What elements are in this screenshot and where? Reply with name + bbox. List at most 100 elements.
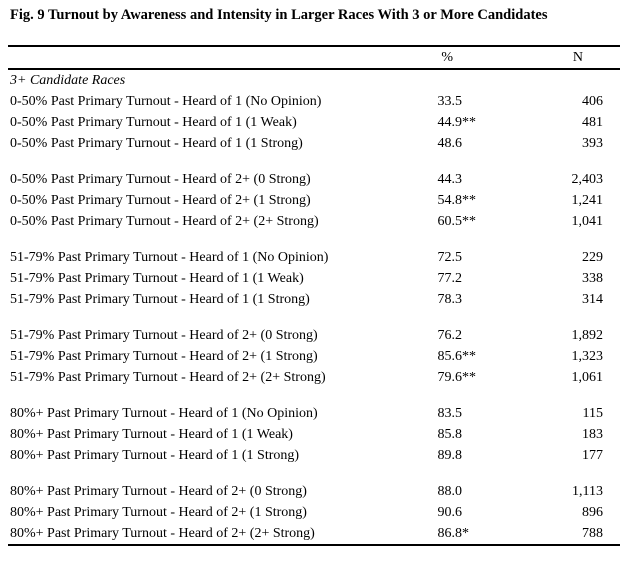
table-row: 80%+ Past Primary Turnout - Heard of 1 (…: [8, 403, 620, 424]
percent-cell: 85.8: [404, 424, 492, 445]
row-label: 51-79% Past Primary Turnout - Heard of 2…: [10, 348, 318, 364]
percent-value: 85.6: [437, 348, 463, 364]
percent-value: 89.8: [437, 447, 463, 463]
spacer-cell: [8, 310, 620, 325]
percent-value: 44.9: [437, 114, 463, 130]
n-value: 896: [582, 504, 603, 520]
percent-value: 77.2: [437, 270, 463, 286]
row-label: 80%+ Past Primary Turnout - Heard of 1 (…: [10, 447, 300, 463]
n-value: 2,403: [571, 171, 604, 187]
percent-value: 44.3: [437, 171, 463, 187]
n-value: 338: [582, 270, 603, 286]
table-row: 51-79% Past Primary Turnout - Heard of 1…: [8, 289, 620, 310]
percent-value: 33.5: [437, 93, 463, 109]
n-value: 788: [582, 525, 603, 541]
table-row: 51-79% Past Primary Turnout - Heard of 1…: [8, 247, 620, 268]
percent-value: 88.0: [437, 483, 463, 499]
figure-title: Fig. 9 Turnout by Awareness and Intensit…: [10, 7, 548, 23]
spacer-row: [8, 232, 620, 247]
percent-value: 83.5: [437, 405, 463, 421]
percent-cell: 48.6: [404, 133, 492, 154]
n-value: 393: [582, 135, 603, 151]
n-value: 229: [582, 249, 603, 265]
row-label: 80%+ Past Primary Turnout - Heard of 2+ …: [10, 525, 315, 541]
n-value: 481: [582, 114, 603, 130]
percent-cell: 60.5**: [437, 213, 477, 229]
n-value: 183: [582, 426, 603, 442]
percent-cell: 79.6**: [437, 369, 477, 385]
percent-cell: 88.0: [404, 481, 492, 502]
row-label: 80%+ Past Primary Turnout - Heard of 2+ …: [10, 504, 307, 520]
row-label: 0-50% Past Primary Turnout - Heard of 1 …: [10, 135, 303, 151]
col-header-n: N: [492, 45, 620, 70]
spacer-cell: [8, 232, 620, 247]
spacer-row: [8, 310, 620, 325]
percent-cell: 44.9**: [437, 114, 477, 130]
n-value: 406: [582, 93, 603, 109]
percent-value: 54.8: [437, 192, 463, 208]
spacer-cell: [8, 388, 620, 403]
percent-cell: 72.5: [404, 247, 492, 268]
spacer-row: [8, 388, 620, 403]
table-row: 80%+ Past Primary Turnout - Heard of 2+ …: [8, 523, 620, 545]
spacer-row: [8, 154, 620, 169]
percent-value: 48.6: [437, 135, 463, 151]
row-label: 0-50% Past Primary Turnout - Heard of 1 …: [10, 93, 322, 109]
document-page: Fig. 9 Turnout by Awareness and Intensit…: [0, 7, 632, 567]
table-row: 51-79% Past Primary Turnout - Heard of 1…: [8, 268, 620, 289]
percent-value: 86.8: [437, 525, 463, 541]
percent-cell: 85.6**: [437, 348, 477, 364]
n-value: 1,323: [571, 348, 604, 364]
table-row: 0-50% Past Primary Turnout - Heard of 1 …: [8, 112, 620, 133]
table-row: 51-79% Past Primary Turnout - Heard of 2…: [8, 346, 620, 367]
percent-cell: 54.8**: [437, 192, 477, 208]
row-label: 51-79% Past Primary Turnout - Heard of 2…: [10, 327, 318, 343]
table-row: 51-79% Past Primary Turnout - Heard of 2…: [8, 325, 620, 346]
n-value: 1,041: [571, 213, 604, 229]
table-row: 0-50% Past Primary Turnout - Heard of 2+…: [8, 211, 620, 232]
percent-value: 79.6: [437, 369, 463, 385]
table-row: 0-50% Past Primary Turnout - Heard of 2+…: [8, 169, 620, 190]
table-row: 0-50% Past Primary Turnout - Heard of 1 …: [8, 91, 620, 112]
percent-value: 60.5: [437, 213, 463, 229]
table-row: 0-50% Past Primary Turnout - Heard of 1 …: [8, 133, 620, 154]
percent-value: 76.2: [437, 327, 463, 343]
table-row: 80%+ Past Primary Turnout - Heard of 2+ …: [8, 502, 620, 523]
percent-cell: 33.5: [404, 91, 492, 112]
row-label: 80%+ Past Primary Turnout - Heard of 1 (…: [10, 426, 293, 442]
row-label: 0-50% Past Primary Turnout - Heard of 2+…: [10, 213, 319, 229]
row-label: 51-79% Past Primary Turnout - Heard of 1…: [10, 249, 329, 265]
row-label: 0-50% Past Primary Turnout - Heard of 2+…: [10, 171, 311, 187]
row-label: 0-50% Past Primary Turnout - Heard of 2+…: [10, 192, 311, 208]
table-row: 80%+ Past Primary Turnout - Heard of 1 (…: [8, 445, 620, 466]
spacer-cell: [8, 154, 620, 169]
n-value: 115: [582, 405, 603, 421]
n-value: 177: [582, 447, 603, 463]
percent-cell: 78.3: [404, 289, 492, 310]
percent-value: 72.5: [437, 249, 463, 265]
header-row: % N: [8, 45, 620, 70]
col-header-blank: [8, 45, 404, 70]
row-label: 51-79% Past Primary Turnout - Heard of 1…: [10, 270, 304, 286]
percent-value: 85.8: [437, 426, 463, 442]
percent-cell: 86.8*: [437, 525, 470, 541]
percent-cell: 76.2: [404, 325, 492, 346]
section-label: 3+ Candidate Races: [10, 72, 126, 88]
percent-cell: 89.8: [404, 445, 492, 466]
percent-cell: 90.6: [404, 502, 492, 523]
table-row: 80%+ Past Primary Turnout - Heard of 2+ …: [8, 481, 620, 502]
n-value: 1,241: [571, 192, 604, 208]
n-value: 1,892: [571, 327, 604, 343]
table-header: % N: [8, 45, 620, 70]
percent-value: 78.3: [437, 291, 463, 307]
table-row: 80%+ Past Primary Turnout - Heard of 1 (…: [8, 424, 620, 445]
row-label: 51-79% Past Primary Turnout - Heard of 1…: [10, 291, 310, 307]
table-row: 51-79% Past Primary Turnout - Heard of 2…: [8, 367, 620, 388]
row-label: 80%+ Past Primary Turnout - Heard of 2+ …: [10, 483, 307, 499]
percent-value: 90.6: [437, 504, 463, 520]
section-row: 3+ Candidate Races: [8, 69, 620, 91]
percent-cell: 77.2: [404, 268, 492, 289]
col-header-percent: %: [404, 45, 492, 70]
spacer-row: [8, 466, 620, 481]
row-label: 51-79% Past Primary Turnout - Heard of 2…: [10, 369, 326, 385]
